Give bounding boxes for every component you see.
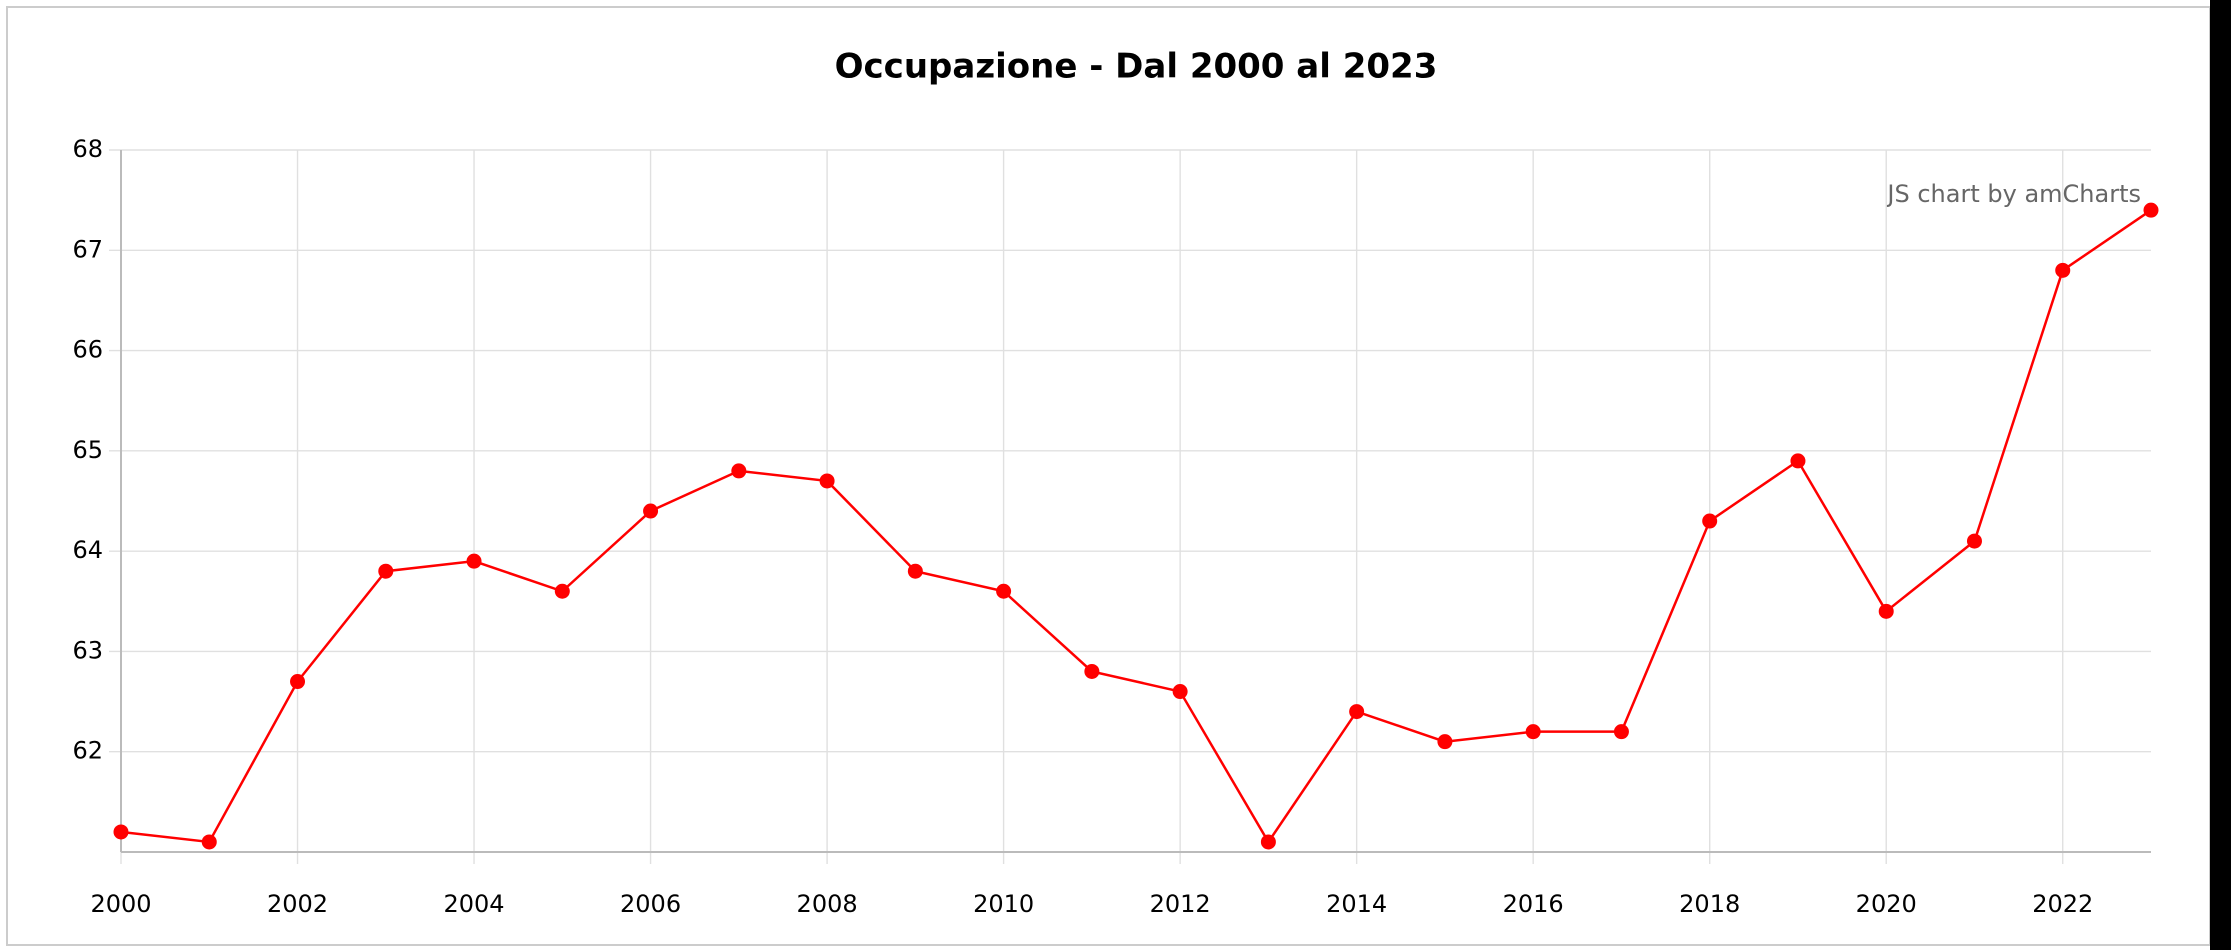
y-tick-label: 67 <box>72 235 103 263</box>
y-tick-label: 64 <box>72 536 103 564</box>
point <box>1260 834 1276 850</box>
y-tick-label: 66 <box>72 336 103 364</box>
point <box>378 563 394 579</box>
point <box>466 553 482 569</box>
y-tick-label: 65 <box>72 436 103 464</box>
watermark: JS chart by amCharts <box>1885 180 2141 208</box>
x-tick-label: 2012 <box>1150 890 1211 918</box>
point <box>1966 533 1982 549</box>
point <box>113 824 129 840</box>
x-tick-label: 2022 <box>2032 890 2093 918</box>
x-tick-label: 2020 <box>1856 890 1917 918</box>
y-tick-label: 63 <box>72 636 103 664</box>
x-tick-label: 2006 <box>620 890 681 918</box>
x-tick-label: 2018 <box>1679 890 1740 918</box>
point <box>2143 202 2159 218</box>
chart-frame <box>6 6 2211 946</box>
x-tick-label: 2014 <box>1326 890 1387 918</box>
point <box>1702 513 1718 529</box>
x-tick-label: 2010 <box>973 890 1034 918</box>
point <box>1613 724 1629 740</box>
x-tick-label: 2002 <box>267 890 328 918</box>
point <box>996 583 1012 599</box>
point <box>1437 734 1453 750</box>
point <box>1525 724 1541 740</box>
y-tick-label: 68 <box>72 135 103 163</box>
point <box>290 674 306 690</box>
y-tick-label: 62 <box>72 737 103 765</box>
point <box>201 834 217 850</box>
point <box>2055 262 2071 278</box>
x-tick-label: 2008 <box>797 890 858 918</box>
chart-title: Occupazione - Dal 2000 al 2023 <box>835 47 1438 87</box>
point <box>819 473 835 489</box>
x-tick-label: 2000 <box>90 890 151 918</box>
side-bar <box>2210 0 2231 950</box>
point <box>643 503 659 519</box>
x-tick-label: 2016 <box>1503 890 1564 918</box>
line <box>120 209 2152 845</box>
point <box>1878 603 1894 619</box>
point <box>731 463 747 479</box>
point <box>907 563 923 579</box>
point <box>554 583 570 599</box>
point <box>1084 663 1100 679</box>
point <box>1790 453 1806 469</box>
x-tick-label: 2004 <box>444 890 505 918</box>
point <box>1172 684 1188 700</box>
point <box>1349 704 1365 720</box>
